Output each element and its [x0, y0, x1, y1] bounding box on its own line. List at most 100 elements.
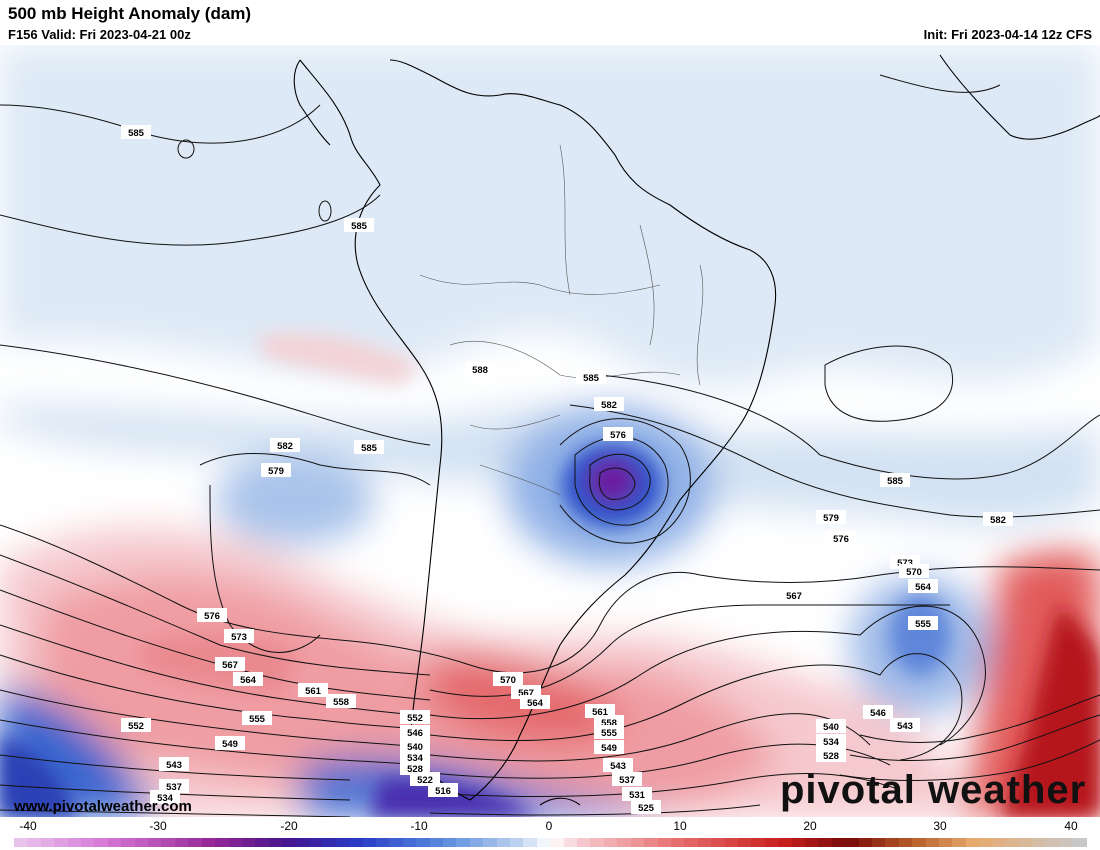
contour-label: 549 — [222, 739, 238, 750]
colorbar-tick: 20 — [803, 819, 817, 833]
colorbar-swatch — [322, 838, 336, 847]
contour-label: 552 — [128, 721, 144, 732]
colorbar-swatch — [657, 838, 671, 847]
contour-label: 576 — [833, 534, 849, 545]
colorbar-swatch — [563, 838, 578, 847]
contour-label: 537 — [619, 775, 635, 786]
colorbar-swatch — [617, 838, 631, 847]
colorbar-swatch — [724, 838, 738, 847]
colorbar-tick: -20 — [280, 819, 298, 833]
contour-label: 582 — [601, 400, 617, 411]
colorbar-swatch — [1073, 838, 1087, 847]
colorbar-swatch — [174, 838, 189, 847]
contour-label: 585 — [583, 373, 600, 384]
contour-label: 546 — [407, 728, 423, 739]
colorbar-swatch — [107, 838, 122, 847]
colorbar-swatch — [965, 838, 980, 847]
colorbar-swatch — [268, 838, 283, 847]
colorbar-tick: 40 — [1064, 819, 1078, 833]
contour-label: 573 — [231, 632, 247, 643]
colorbar-swatch — [282, 838, 296, 847]
colorbar-swatch — [188, 838, 202, 847]
colorbar-swatch — [912, 838, 926, 847]
colorbar-swatch — [14, 838, 28, 847]
contour-label: 534 — [407, 753, 424, 764]
contour-label: 525 — [638, 803, 655, 814]
colorbar-swatch — [496, 838, 511, 847]
colorbar-swatch — [1006, 838, 1020, 847]
colorbar-swatch — [992, 838, 1007, 847]
colorbar-tick: 10 — [673, 819, 687, 833]
colorbar-swatch — [335, 838, 350, 847]
colorbar-swatch — [201, 838, 216, 847]
colorbar-swatch — [308, 838, 323, 847]
colorbar-tick: 0 — [545, 819, 553, 833]
internal-borders — [419, 144, 704, 496]
brand-logo: pivotal weather — [780, 768, 1087, 812]
contour-label: 573 — [897, 558, 913, 569]
contour-label: 576 — [610, 430, 626, 441]
colorbar-swatch — [630, 838, 645, 847]
colorbar-swatch — [939, 838, 953, 847]
height-contours — [0, 74, 1100, 817]
contour-label: 516 — [435, 786, 451, 797]
colorbar-tick: 30 — [933, 819, 947, 833]
colorbar-swatch — [885, 838, 899, 847]
colorbar-swatch — [711, 838, 725, 847]
colorbar-swatch — [228, 838, 242, 847]
contour-label: 564 — [915, 582, 932, 593]
colorbar-swatch — [402, 838, 417, 847]
colorbar-swatch — [925, 838, 940, 847]
contour-label: 570 — [500, 675, 516, 686]
colorbar-swatch — [255, 838, 269, 847]
contour-label: 564 — [527, 698, 544, 709]
colorbar-swatch — [121, 838, 135, 847]
colorbar-swatch — [590, 838, 604, 847]
colorbar-swatch — [40, 838, 55, 847]
colorbar-swatch — [416, 838, 430, 847]
contour-label: 576 — [204, 611, 220, 622]
valid-time: F156 Valid: Fri 2023-04-21 00z — [8, 27, 191, 42]
map-title: 500 mb Height Anomaly (dam) — [8, 4, 252, 23]
contour-label: 585 — [128, 128, 145, 139]
contour-label: 567 — [518, 688, 534, 699]
colorbar-swatch — [845, 838, 859, 847]
contour-label: 561 — [592, 707, 609, 718]
colorbar-swatch — [697, 838, 712, 847]
colorbar-swatch — [54, 838, 68, 847]
contour-label: 579 — [823, 513, 839, 524]
colorbar-swatch — [872, 838, 886, 847]
contour-label: 543 — [897, 721, 913, 732]
contour-label: 522 — [417, 775, 433, 786]
website-watermark: www.pivotalweather.com — [14, 798, 192, 815]
contour-label: 549 — [601, 743, 617, 754]
colorbar-swatch — [148, 838, 162, 847]
colorbar-swatch — [523, 838, 537, 847]
colorbar-swatch — [577, 838, 591, 847]
init-time: Init: Fri 2023-04-14 12z CFS — [923, 27, 1092, 42]
colorbar-swatch — [389, 838, 403, 847]
colorbar-swatch — [644, 838, 658, 847]
contour-label: 537 — [166, 782, 182, 793]
contour-label: 531 — [629, 790, 646, 801]
colorbar-swatch — [670, 838, 685, 847]
colorbar-swatch — [443, 838, 457, 847]
colorbar-swatch — [804, 838, 819, 847]
colorbar-swatch — [858, 838, 872, 847]
colorbar-tick: -30 — [149, 819, 167, 833]
map-panel[interactable]: 585 585 585 588 585 582 582 576 585 582 … — [0, 45, 1100, 817]
contour-label: 555 — [915, 619, 932, 630]
colorbar-swatch — [375, 838, 390, 847]
contour-label: 555 — [249, 714, 266, 725]
contour-label: 540 — [407, 742, 423, 753]
colorbar-swatch — [510, 838, 524, 847]
contour-label: 543 — [610, 761, 626, 772]
colorbar-swatch — [429, 838, 443, 847]
colorbar: -40 -30 -20 -10 0 10 20 30 40 — [0, 818, 1100, 850]
colorbar-swatch — [161, 838, 175, 847]
contour-label: 588 — [472, 365, 488, 376]
colorbar-swatch — [483, 838, 497, 847]
contour-label: 534 — [157, 793, 174, 804]
colorbar-swatch — [94, 838, 108, 847]
contour-label: 540 — [823, 722, 839, 733]
